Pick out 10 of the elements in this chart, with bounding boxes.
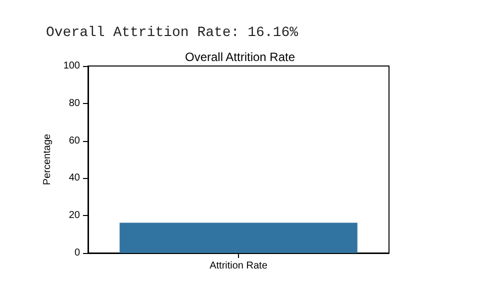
chart-title: Overall Attrition Rate (184, 50, 296, 64)
y-tick-label: 0 (74, 248, 80, 258)
y-tick-label: 100 (63, 60, 80, 72)
y-tick-label: 60 (68, 135, 80, 146)
y-tick-label: 20 (68, 210, 80, 222)
x-tick-label: Attrition Rate (210, 260, 268, 272)
text: Overall Attrition Rate: 16.16% (46, 25, 299, 41)
y-tick-label: 80 (68, 98, 80, 109)
y-axis-title: Percentage (42, 133, 53, 186)
y-tick-label: 40 (68, 172, 80, 184)
